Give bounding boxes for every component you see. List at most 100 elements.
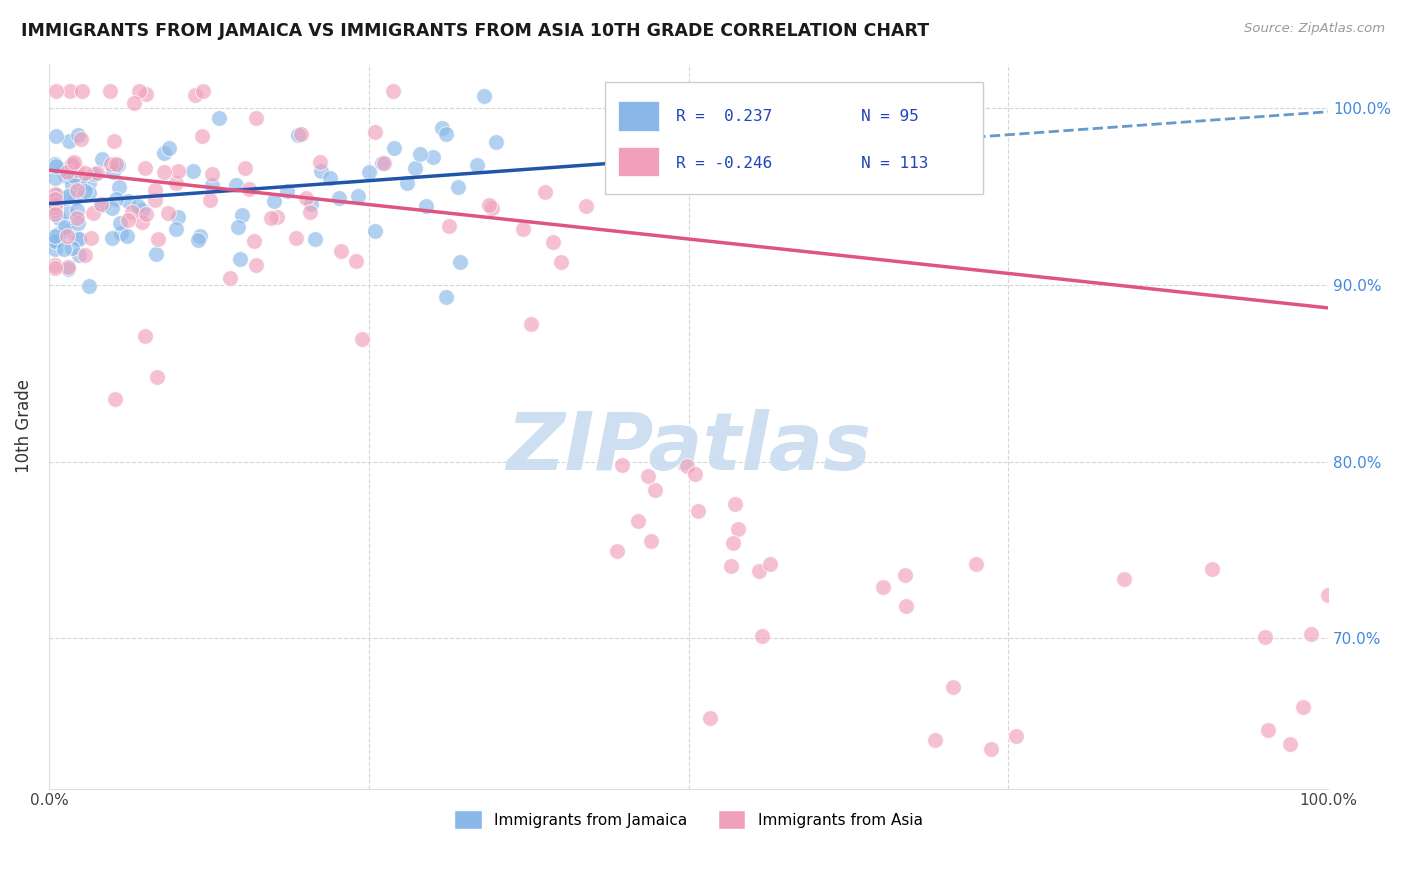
Point	[143, 193, 166, 207]
Point	[347, 189, 370, 203]
Point	[56, 262, 79, 277]
Point	[48, 211, 70, 226]
Point	[82, 206, 104, 220]
Point	[245, 111, 267, 125]
Point	[980, 742, 1002, 756]
Point	[447, 180, 470, 194]
Point	[66, 163, 89, 178]
Point	[67, 232, 90, 246]
Point	[287, 128, 309, 142]
Point	[370, 156, 392, 170]
Point	[299, 196, 322, 211]
Point	[117, 194, 139, 208]
Point	[65, 183, 87, 197]
Point	[79, 279, 101, 293]
Point	[124, 96, 146, 111]
Point	[44, 200, 66, 214]
Point	[153, 165, 176, 179]
Point	[238, 182, 260, 196]
Point	[104, 192, 127, 206]
Point	[45, 234, 67, 248]
Legend: Immigrants from Jamaica, Immigrants from Asia: Immigrants from Jamaica, Immigrants from…	[449, 805, 929, 835]
Point	[894, 599, 917, 613]
Point	[1257, 723, 1279, 737]
Point	[44, 228, 66, 243]
Point	[243, 234, 266, 248]
Point	[166, 211, 188, 225]
Point	[543, 235, 565, 249]
FancyBboxPatch shape	[606, 82, 983, 194]
Point	[134, 329, 156, 343]
Point	[63, 169, 86, 183]
Point	[167, 163, 190, 178]
Point	[225, 178, 247, 192]
Point	[675, 459, 697, 474]
Point	[184, 88, 207, 103]
Point	[396, 176, 419, 190]
Point	[103, 134, 125, 148]
Point	[44, 200, 66, 214]
Point	[942, 680, 965, 694]
Point	[70, 84, 93, 98]
Point	[449, 254, 471, 268]
Point	[1299, 627, 1322, 641]
Point	[721, 535, 744, 549]
Point	[1253, 630, 1275, 644]
Point	[55, 169, 77, 184]
Point	[191, 84, 214, 98]
Point	[44, 187, 66, 202]
Point	[299, 205, 322, 219]
Point	[350, 332, 373, 346]
FancyBboxPatch shape	[619, 147, 659, 177]
Point	[58, 134, 80, 148]
Point	[44, 170, 66, 185]
Point	[100, 231, 122, 245]
Point	[60, 241, 83, 255]
Point	[79, 186, 101, 200]
Point	[304, 232, 326, 246]
Point	[44, 157, 66, 171]
Point	[44, 242, 66, 256]
Point	[44, 201, 66, 215]
Point	[69, 171, 91, 186]
Point	[59, 84, 82, 98]
Point	[107, 158, 129, 172]
Point	[260, 211, 283, 226]
Point	[894, 568, 917, 582]
Point	[131, 215, 153, 229]
Point	[233, 161, 256, 175]
Point	[727, 522, 749, 536]
Point	[1005, 729, 1028, 743]
Point	[165, 176, 187, 190]
Point	[965, 557, 987, 571]
FancyBboxPatch shape	[619, 102, 659, 131]
Point	[83, 167, 105, 181]
Point	[108, 179, 131, 194]
Y-axis label: 10th Grade: 10th Grade	[15, 379, 32, 474]
Point	[128, 84, 150, 98]
Point	[533, 186, 555, 200]
Point	[422, 150, 444, 164]
Point	[148, 232, 170, 246]
Point	[44, 207, 66, 221]
Point	[103, 165, 125, 179]
Point	[46, 188, 69, 202]
Text: R = -0.246: R = -0.246	[676, 156, 772, 170]
Point	[188, 229, 211, 244]
Point	[55, 205, 77, 219]
Point	[56, 223, 79, 237]
Point	[686, 504, 709, 518]
Point	[101, 201, 124, 215]
Point	[187, 233, 209, 247]
Point	[295, 191, 318, 205]
Point	[66, 231, 89, 245]
Point	[153, 146, 176, 161]
Point	[610, 458, 633, 472]
Point	[430, 120, 453, 135]
Point	[90, 197, 112, 211]
Point	[90, 153, 112, 167]
Point	[105, 157, 128, 171]
Text: N = 113: N = 113	[862, 156, 928, 170]
Point	[434, 290, 457, 304]
Point	[1114, 573, 1136, 587]
